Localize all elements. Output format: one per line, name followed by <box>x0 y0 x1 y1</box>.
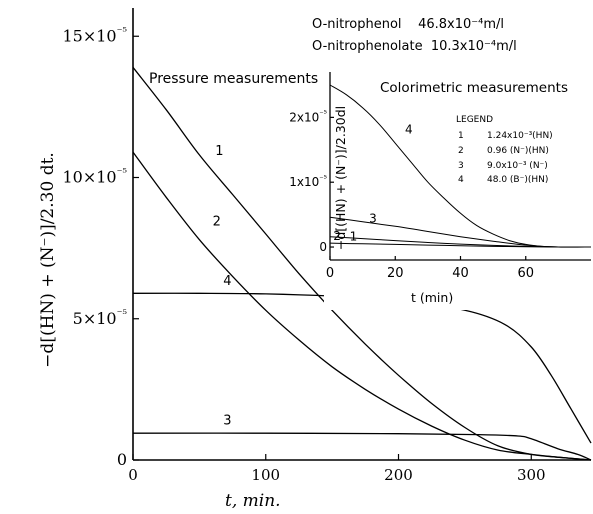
inset-series-4-label: 4 <box>405 123 413 137</box>
inset-series-1-line <box>329 242 592 248</box>
main-y-tick-label: 0 <box>117 450 127 469</box>
inset-x-tick-label: 60 <box>517 266 534 281</box>
legend-text-1: 1.24x10⁻³(HN) <box>487 131 553 141</box>
inset-chart-title: Colorimetric measurements <box>380 80 568 96</box>
inset-y-tick-label: 1x10⁻⁵ <box>289 173 327 189</box>
main-series-4-line <box>132 292 592 444</box>
main-x-tick-label: 200 <box>384 466 413 484</box>
main-series-labels: 1 2 4 3 <box>213 144 232 429</box>
inset-y-tick-label: 0 <box>319 240 327 254</box>
main-y-axis-label: −d[(HN) + (N⁻)]/2.30 dt. <box>38 152 58 368</box>
main-series-2-label: 2 <box>213 215 221 230</box>
legend-id-2: 2 <box>458 146 464 156</box>
inset-series-labels: 4 3 2 1 <box>333 123 412 244</box>
inset-background <box>324 64 593 310</box>
main-x-tick-label: 0 <box>128 466 138 484</box>
inset-x-axis-label: t (min) <box>411 290 453 305</box>
inset-series-3-label: 3 <box>369 211 377 225</box>
main-series-1-label: 1 <box>215 144 223 159</box>
inset-x-tick-label: 40 <box>452 266 469 281</box>
legend-id-4: 4 <box>458 175 464 185</box>
inset-series-1-label: 1 <box>350 230 358 244</box>
legend-id-1: 1 <box>458 131 464 141</box>
header-line-2: O-nitrophenolate 10.3x10⁻⁴m/l <box>312 39 517 54</box>
inset-legend: LEGEND 1 1.24x10⁻³(HN) 2 0.96 (N⁻)(HN) 3… <box>456 115 553 185</box>
legend-text-4: 48.0 (B⁻)(HN) <box>487 175 548 185</box>
main-chart-title: Pressure measurements <box>149 71 318 87</box>
main-y-tick-label: 15×10⁻⁵ <box>62 25 127 45</box>
main-series-1-line <box>132 66 592 461</box>
main-ticks <box>132 35 532 461</box>
main-series-4-label: 4 <box>223 274 231 289</box>
legend-text-3: 9.0x10⁻³ (N⁻) <box>487 161 548 171</box>
inset-x-tick-label: 20 <box>387 266 404 281</box>
inset-curves <box>329 84 592 248</box>
main-series-3-label: 3 <box>223 414 231 429</box>
main-y-tick-label: 10×10⁻⁵ <box>62 166 127 186</box>
main-x-axis-label: t, min. <box>225 491 281 511</box>
legend-id-3: 3 <box>458 161 464 171</box>
main-y-tick-label: 5×10⁻⁵ <box>73 307 128 327</box>
inset-y-tick-label: 2x10⁻⁵ <box>289 109 327 125</box>
inset-ticks <box>329 116 527 260</box>
main-series-3-line <box>132 432 592 461</box>
main-series-2-line <box>132 151 592 461</box>
main-x-tick-label: 300 <box>517 466 546 484</box>
inset-x-tick-label: 0 <box>326 266 334 281</box>
legend-text-2: 0.96 (N⁻)(HN) <box>487 146 549 156</box>
inset-tick-labels: 0 20 40 60 0 1x10⁻⁵ 2x10⁻⁵ <box>289 109 534 281</box>
header-line-1: O-nitrophenol 46.8x10⁻⁴m/l <box>312 17 504 32</box>
inset-series-2-label: 2 <box>333 229 341 243</box>
main-x-tick-label: 100 <box>251 466 280 484</box>
legend-title: LEGEND <box>456 115 493 125</box>
inset-y-axis-label: −d[(HN) + (N⁻)]/2.30dl <box>333 106 348 250</box>
